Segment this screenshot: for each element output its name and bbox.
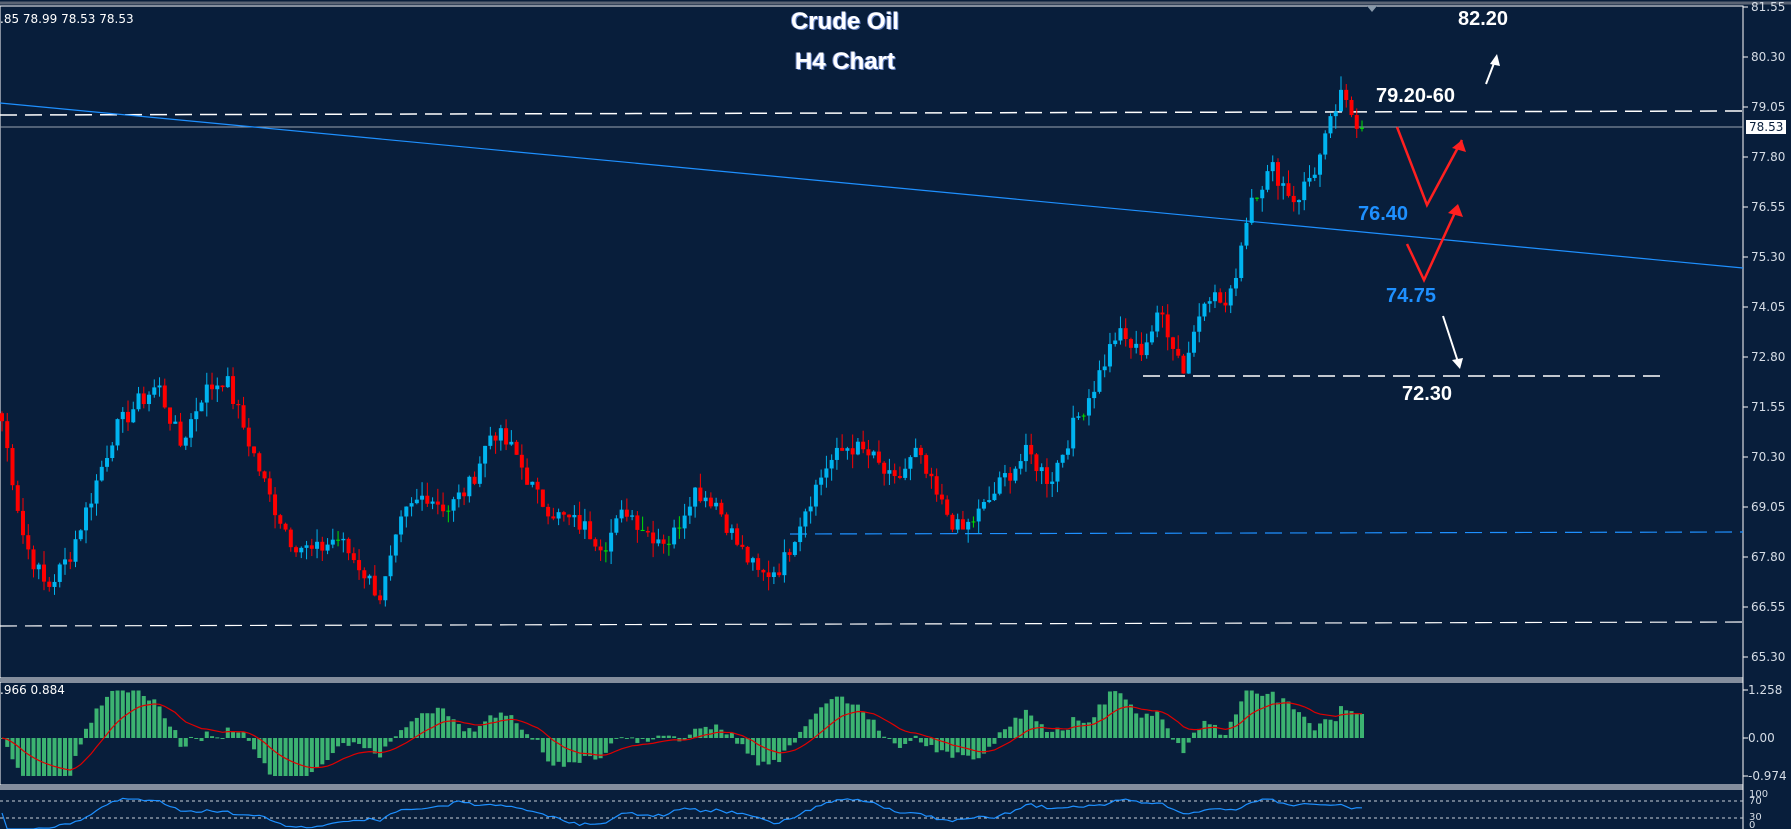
svg-text:0.00: 0.00 xyxy=(1748,731,1775,745)
svg-text:66.55: 66.55 xyxy=(1751,600,1785,614)
svg-text:74.05: 74.05 xyxy=(1751,300,1785,314)
resistance-zone-label: 79.20-60 xyxy=(1376,85,1455,107)
support-2-label: 74.75 xyxy=(1386,285,1437,307)
descending-trendline xyxy=(0,102,1744,269)
price-axis[interactable]: 81.55 80.30 79.05 77.80 76.55 75.30 74.05 72.80… xyxy=(1743,0,1787,829)
svg-text:65.30: 65.30 xyxy=(1751,650,1785,664)
chart-shift-marker[interactable] xyxy=(1367,6,1377,12)
svg-text:0: 0 xyxy=(1749,820,1755,829)
svg-text:79.05: 79.05 xyxy=(1751,100,1785,114)
projection-arrows xyxy=(1395,54,1500,369)
svg-text:72.80: 72.80 xyxy=(1751,350,1785,364)
svg-text:71.55: 71.55 xyxy=(1751,400,1785,414)
lower-level-line xyxy=(0,621,1744,627)
svg-text:76.55: 76.55 xyxy=(1751,200,1785,214)
target-up-label: 82.20 xyxy=(1458,8,1509,30)
current-price-tag: 78.53 xyxy=(1746,120,1787,134)
svg-text:-0.974: -0.974 xyxy=(1748,769,1787,783)
svg-text:1.258: 1.258 xyxy=(1748,683,1782,697)
support-1-label: 76.40 xyxy=(1358,203,1409,225)
macd-signal-line xyxy=(1,702,1363,771)
svg-text:69.05: 69.05 xyxy=(1751,500,1785,514)
chart-title: Crude Oil xyxy=(790,8,899,35)
macd-histogram xyxy=(0,690,1364,776)
svg-text:70.30: 70.30 xyxy=(1751,450,1785,464)
svg-text:30: 30 xyxy=(1749,812,1762,823)
svg-text:77.80: 77.80 xyxy=(1751,150,1785,164)
candlestick-series xyxy=(0,76,1364,607)
svg-text:67.80: 67.80 xyxy=(1751,550,1785,564)
svg-text:70: 70 xyxy=(1749,796,1762,807)
resistance-level-line xyxy=(0,110,1744,116)
ohlc-readout: .85 78.99 78.53 78.53 xyxy=(0,12,134,26)
svg-text:100: 100 xyxy=(1749,789,1768,800)
blue-support-line xyxy=(789,531,1744,535)
macd-panel-frame xyxy=(0,681,1744,786)
svg-text:80.30: 80.30 xyxy=(1751,50,1785,64)
main-panel-frame xyxy=(0,5,1744,679)
macd-readout: .966 0.884 xyxy=(0,683,65,697)
chart-subtitle: H4 Chart xyxy=(794,48,896,75)
svg-text:75.30: 75.30 xyxy=(1751,250,1785,264)
rsi-line xyxy=(1,797,1363,829)
target-down-label: 72.30 xyxy=(1402,383,1453,405)
svg-text:81.55: 81.55 xyxy=(1751,0,1785,14)
